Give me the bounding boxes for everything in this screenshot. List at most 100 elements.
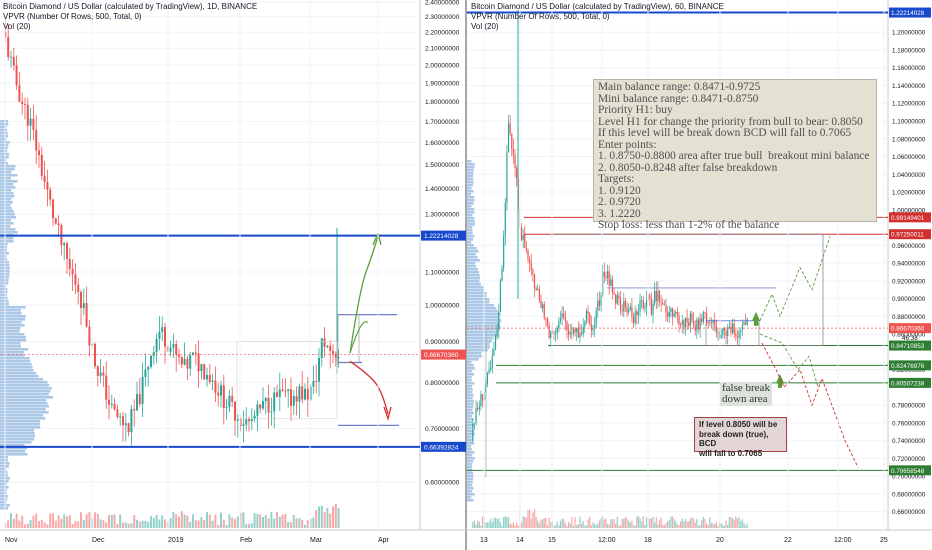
right-volume-profile-bar: [467, 481, 473, 484]
right-candle-body: [530, 263, 532, 270]
right-candle-body: [585, 311, 588, 322]
right-level-label: 0.84710853: [891, 343, 925, 350]
right-volume-bar: [472, 521, 474, 528]
left-x-tick-label: Mar: [310, 537, 323, 544]
left-volume-profile-bar: [0, 180, 18, 183]
right-candle-body: [580, 332, 583, 334]
right-volume-bar: [717, 525, 719, 528]
left-y-tick-label: 0.90000000: [425, 339, 460, 346]
right-volume-bar: [582, 521, 584, 528]
left-volume-profile-bar: [0, 393, 49, 396]
left-range-marker: [236, 341, 338, 420]
left-volume-profile-bar: [0, 216, 17, 219]
right-volume-bar: [683, 521, 685, 528]
left-volume-profile-bar: [0, 342, 21, 345]
left-volume-bar: [273, 518, 276, 528]
right-volume-profile-bar: [467, 235, 475, 238]
left-volume-profile-bar: [0, 444, 25, 447]
left-candle-body: [85, 303, 88, 327]
right-volume-bar: [564, 522, 566, 528]
left-candle-body: [138, 394, 141, 404]
left-level-label: 1.22214028: [424, 233, 459, 240]
left-candle-body: [220, 385, 222, 396]
right-candle-body: [722, 328, 724, 336]
right-volume-profile-bar: [467, 400, 474, 403]
right-candle-body: [680, 324, 682, 326]
right-candle-body: [673, 313, 675, 317]
left-level-label-bg: [421, 441, 466, 452]
right-volume-bar: [712, 523, 714, 528]
right-volume-bar: [520, 522, 523, 528]
left-candle-body: [259, 404, 262, 409]
left-candle-body: [133, 409, 136, 411]
left-volume-bar: [298, 517, 301, 528]
left-volume-profile-bar: [0, 123, 9, 126]
left-title-line-1: Bitcoin Diamond / US Dollar (calculated …: [3, 2, 258, 11]
left-candle-body: [298, 386, 301, 402]
right-candle-body: [597, 300, 599, 311]
right-volume-profile-bar: [467, 250, 479, 253]
right-candle-body: [598, 300, 601, 306]
left-volume-profile-bar: [0, 315, 26, 318]
right-candle-body: [717, 332, 719, 334]
left-volume-profile-bar: [0, 492, 7, 495]
callout-line-3: will fall to 0.7065: [699, 448, 763, 458]
right-candle-body: [548, 325, 550, 338]
right-candle-body: [693, 320, 695, 326]
left-volume-bar: [7, 520, 10, 528]
left-volume-bar: [287, 521, 290, 528]
left-candle-body: [225, 407, 228, 408]
left-volume-bar: [24, 524, 26, 528]
right-candle-body: [684, 317, 687, 328]
left-y-tick-label: 1.90000000: [425, 80, 460, 87]
left-candle-body: [29, 118, 32, 126]
left-volume-profile-bar: [0, 192, 14, 195]
right-volume-profile-bar: [467, 409, 473, 412]
left-volume-bar: [270, 511, 273, 528]
right-candle-body: [499, 280, 502, 312]
right-y-tick-label: 1.06000000: [892, 154, 926, 161]
left-candle-body: [206, 374, 208, 380]
right-volume-bar: [514, 525, 516, 528]
analysis-note-line: 2. 0.9720: [598, 196, 641, 208]
right-x-tick-label: 12:00: [598, 537, 616, 544]
right-volume-profile-bar: [467, 424, 475, 427]
analysis-note-line: Targets:: [598, 173, 635, 185]
left-candle-body: [290, 389, 292, 406]
right-volume-bar: [615, 523, 617, 528]
left-volume-bar: [281, 514, 284, 528]
left-candle-body: [66, 243, 68, 259]
left-candle-body: [108, 399, 110, 405]
left-volume-bar: [239, 512, 242, 528]
left-candle-body: [96, 366, 99, 376]
left-volume-profile-bar: [0, 258, 8, 261]
left-candle-body: [276, 392, 278, 397]
left-volume-bar: [192, 514, 194, 528]
right-volume-bar: [490, 518, 492, 528]
left-y-tick-label: 1.70000000: [425, 119, 460, 126]
left-volume-profile-bar: [0, 432, 35, 435]
right-volume-bar: [532, 512, 534, 528]
left-volume-profile-bar: [0, 144, 9, 147]
right-volume-bar: [537, 520, 539, 528]
left-candle-body: [113, 403, 116, 410]
right-volume-bar: [478, 521, 480, 528]
right-candle-body: [553, 332, 555, 334]
right-candle-body: [498, 311, 500, 331]
right-candle-body: [503, 236, 505, 269]
left-volume-bar: [85, 514, 88, 528]
left-volume-profile-bar: [0, 213, 15, 216]
left-volume-bar: [38, 521, 40, 528]
left-volume-bar: [304, 524, 306, 528]
left-volume-profile-bar: [0, 276, 9, 279]
left-volume-profile-bar: [0, 285, 7, 288]
left-candle-body: [211, 380, 214, 382]
left-volume-bar: [46, 524, 49, 528]
right-level-label-bg: [889, 7, 931, 18]
right-volume-bar: [613, 518, 615, 528]
right-volume-profile-bar: [467, 346, 490, 349]
right-volume-bar: [496, 518, 498, 528]
right-volume-bar: [597, 523, 599, 528]
right-candle-body: [725, 331, 727, 337]
right-volume-bar: [545, 517, 547, 528]
